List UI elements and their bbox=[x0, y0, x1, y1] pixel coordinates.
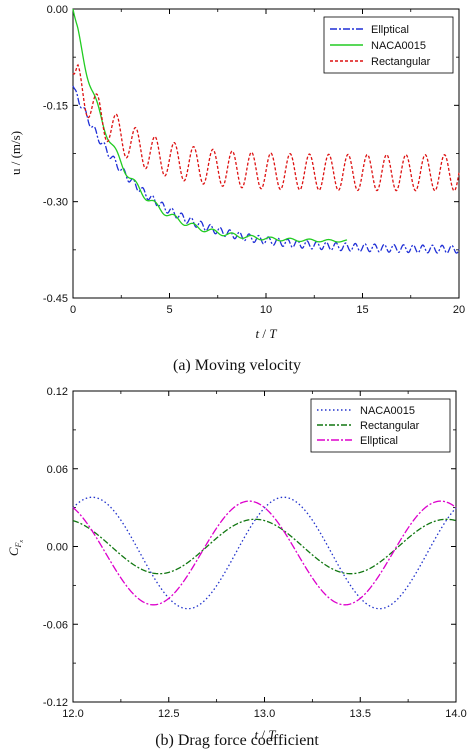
caption-b-text: (b) Drag force coefficient bbox=[0, 732, 474, 750]
legend-label-naca0015: NACA0015 bbox=[360, 405, 415, 417]
y-tick-label: 0.06 bbox=[47, 464, 68, 476]
x-tick-label: 14.0 bbox=[445, 708, 466, 720]
y-tick-label: -0.15 bbox=[43, 100, 68, 112]
y-tick-label: -0.30 bbox=[43, 197, 68, 209]
x-tick-label: 20 bbox=[453, 304, 465, 316]
x-axis-label: t / T bbox=[256, 326, 278, 341]
series-line-naca0015 bbox=[72, 496, 457, 610]
series-line-rectangular bbox=[72, 63, 460, 192]
x-tick-label: 13.5 bbox=[350, 708, 371, 720]
x-axis-label: t / T bbox=[255, 727, 277, 742]
x-tick-label: 12.5 bbox=[158, 708, 179, 720]
x-tick-label: 10 bbox=[260, 304, 272, 316]
y-tick-label: 0.00 bbox=[47, 542, 68, 554]
legend-label-ellptical: Ellptical bbox=[371, 24, 409, 36]
series-line-ellptical bbox=[72, 500, 457, 606]
series-line-ellptical bbox=[72, 85, 460, 254]
x-tick-label: 13.0 bbox=[254, 708, 275, 720]
caption-a: (a) Moving velocity bbox=[173, 357, 301, 374]
legend: Ellptical NACA0015 Rectangular bbox=[323, 16, 454, 74]
caption-b-letter: (b) bbox=[155, 732, 174, 749]
series-line-naca0015 bbox=[72, 8, 348, 243]
y-tick-label: -0.12 bbox=[43, 697, 68, 709]
y-axis-label: CFx bbox=[6, 540, 25, 557]
y-tick-label: -0.45 bbox=[43, 293, 68, 305]
x-tick-label: 12.0 bbox=[62, 708, 83, 720]
legend-label-rectangular: Rectangular bbox=[371, 56, 431, 68]
y-axis-label: u / (m/s) bbox=[8, 131, 23, 175]
y-tick-label: -0.06 bbox=[43, 619, 68, 631]
x-tick-label: 0 bbox=[70, 304, 76, 316]
legend-label-ellptical: Ellptical bbox=[360, 435, 398, 447]
legend-label-rectangular: Rectangular bbox=[360, 420, 420, 432]
legend: NACA0015 Rectangular Ellptical bbox=[310, 398, 451, 453]
legend-label-naca0015: NACA0015 bbox=[371, 40, 426, 52]
y-tick-label: 0.00 bbox=[47, 4, 68, 16]
chart-moving-velocity: 0 5 10 15 20 0.00 -0.15 -0.30 -0.45 Ellptical NA… bbox=[8, 4, 465, 374]
series-line-rectangular bbox=[72, 518, 457, 575]
x-tick-label: 5 bbox=[166, 304, 172, 316]
y-tick-label: 0.12 bbox=[47, 386, 68, 398]
chart-drag-force-coefficient: 12.0 12.5 13.0 13.5 14.0 0.12 0.06 0.00 -0.06 -0.… bbox=[6, 386, 467, 742]
x-tick-label: 15 bbox=[356, 304, 368, 316]
caption-b-label: Drag force coefficient bbox=[177, 732, 319, 749]
